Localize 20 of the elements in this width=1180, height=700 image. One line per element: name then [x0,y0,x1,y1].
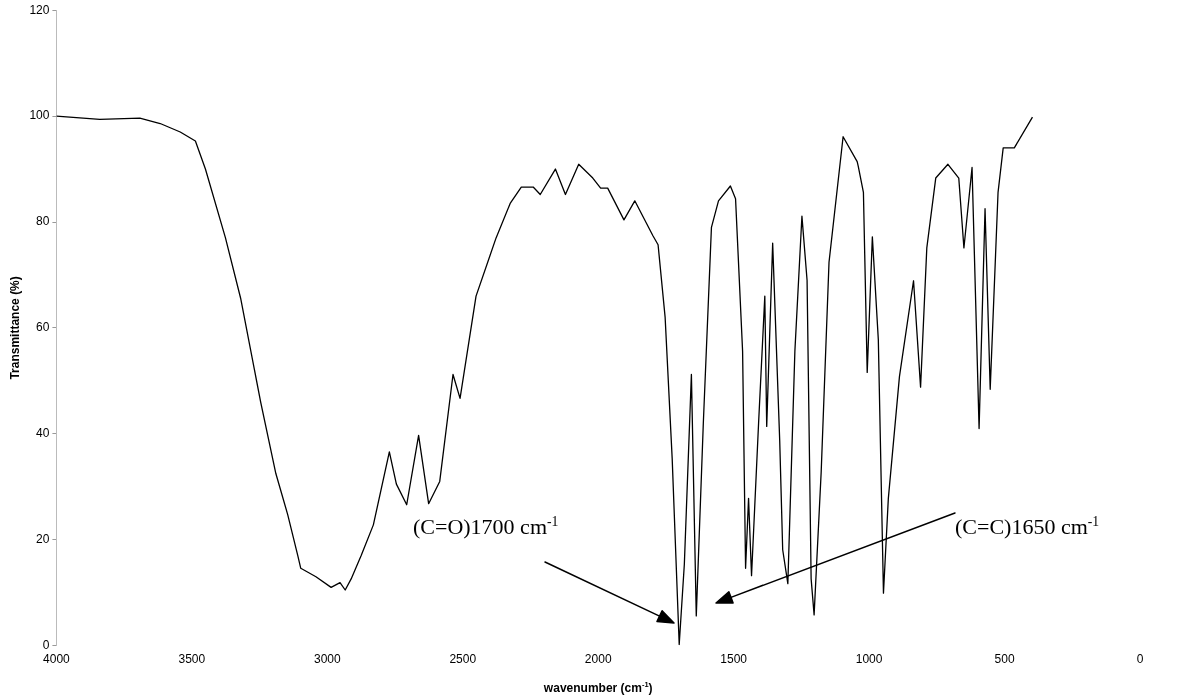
x-tick-label: 2000 [584,652,612,667]
x-tick-label: 1000 [855,652,883,667]
y-tick-label: 80 [36,214,50,229]
y-tick-label: 120 [29,2,50,17]
y-axis-title: Transmittance (%) [7,276,22,380]
x-tick-label: 1500 [720,652,748,667]
x-tick-label: 2500 [449,652,477,667]
y-tick-label: 40 [36,426,50,441]
y-tick-label: 0 [42,637,50,652]
y-tick-label: 60 [36,320,50,335]
y-tick-label: 100 [29,108,50,123]
x-tick-label: 500 [994,652,1015,667]
annotation: (C=C)1650 cm$^{-1}$ [955,514,1100,540]
x-tick-label: 3500 [178,652,206,667]
x-axis-title: wavenumber (cm$^{-1}$) [543,680,653,695]
x-tick-label: 4000 [43,652,71,667]
annotation: (C=O)1700 cm$^{-1}$ [413,514,559,540]
x-tick-label: 0 [1136,652,1144,667]
y-tick-label: 20 [36,532,50,547]
x-tick-label: 3000 [313,652,341,667]
